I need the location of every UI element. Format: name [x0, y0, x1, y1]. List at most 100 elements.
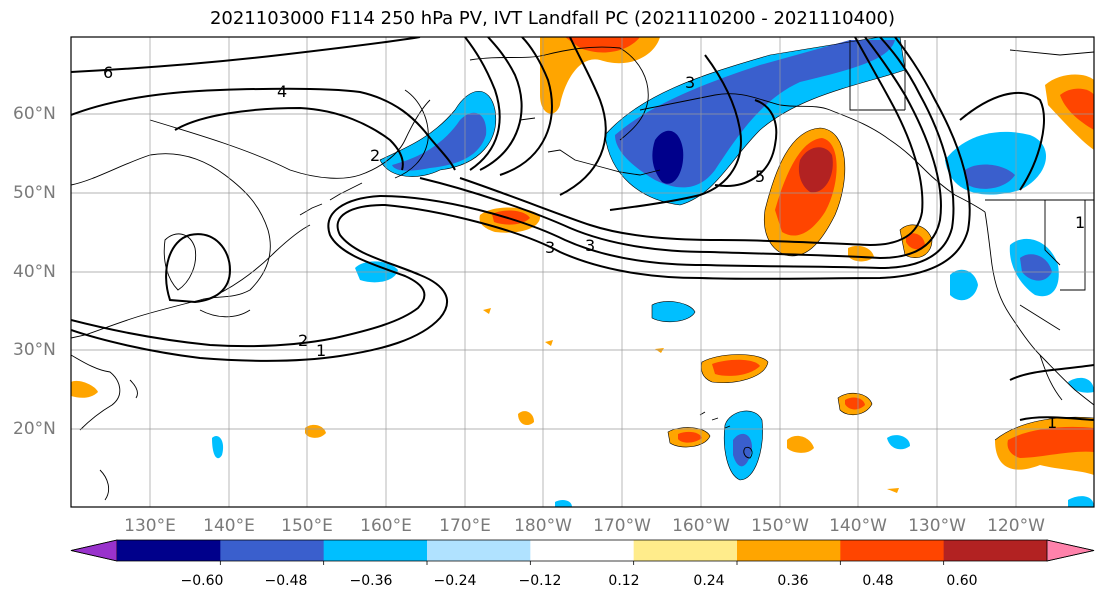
lon-label: 180°W — [514, 516, 572, 536]
pv-contours — [71, 37, 1094, 421]
pv-contour-2 — [71, 37, 955, 348]
pv-contour-4 — [71, 87, 456, 171]
coast-okhotsk — [149, 99, 431, 179]
pos-dot-1 — [483, 308, 491, 314]
coast-china-south — [71, 354, 121, 431]
pos-sw-hawaii-core — [712, 359, 760, 376]
colorbar-segment — [323, 540, 428, 561]
lon-label: 160°W — [672, 516, 730, 536]
contour-label: 3 — [685, 73, 695, 92]
colorbar-tick-label: −0.12 — [518, 573, 562, 589]
coast-chukotka — [469, 46, 621, 61]
pv-contour-3 — [419, 37, 942, 260]
coast-hawaii — [699, 411, 753, 459]
colorbar-tick-label: 0.24 — [693, 573, 725, 589]
neg-hawaii-core — [733, 433, 752, 467]
lon-label: 170°E — [439, 516, 491, 536]
colorbar-segment — [633, 540, 738, 561]
coast-baja — [1039, 354, 1063, 401]
pv-contour-right-2 — [1009, 364, 1094, 381]
pos-mid-5 — [305, 424, 326, 438]
pos-canada-ne-core — [1060, 88, 1094, 130]
lat-label: 60°N — [13, 104, 56, 124]
lon-label: 160°E — [360, 516, 412, 536]
pv-contour-inner-3 — [479, 37, 523, 171]
lat-label: 30°N — [13, 340, 56, 360]
colorbar-segment — [220, 540, 325, 561]
colorbar-tick-label: −0.24 — [433, 573, 477, 589]
pos-mid-1-core — [678, 431, 702, 443]
contour-label: 1 — [1047, 413, 1057, 432]
pos-gulf-core — [798, 147, 833, 193]
coast-japan-2 — [199, 309, 251, 318]
neg-bc-core — [965, 164, 1015, 189]
lon-label: 120°W — [987, 516, 1045, 536]
lat-label: 40°N — [13, 262, 56, 282]
pv-contour-6 — [71, 37, 421, 73]
pos-mid-6 — [518, 411, 534, 426]
colorbar-segment — [530, 540, 635, 561]
pos-mexico-core — [1007, 426, 1094, 458]
pos-mid-3 — [787, 435, 814, 453]
pv-contour-2-north — [174, 106, 404, 171]
pos-mid-2-core — [845, 397, 865, 410]
colorbar-tick-label: 0.12 — [608, 573, 640, 589]
lon-label: 130°W — [908, 516, 966, 536]
colorbar-extend-high — [1046, 539, 1095, 562]
colorbar-tick-label: −0.48 — [264, 573, 308, 589]
lat-label: 50°N — [13, 183, 56, 203]
pv-contour-ne — [959, 91, 1045, 191]
contour-label: 2 — [370, 146, 380, 165]
ivt-fill-layer — [71, 37, 1094, 507]
coast-japan — [204, 224, 311, 301]
colorbar-tick-label: 0.36 — [777, 573, 809, 589]
contour-label: 4 — [277, 82, 287, 101]
neg-california-core — [1020, 254, 1052, 281]
neg-small-1 — [212, 435, 224, 459]
neg-small-2 — [887, 435, 910, 450]
colorbar-outline — [70, 539, 1095, 562]
neg-subtropic — [652, 301, 695, 322]
contour-label: 2 — [298, 331, 308, 350]
pv-contour-closed-1 — [165, 233, 232, 304]
colorbar-tick-label: −0.60 — [180, 573, 224, 589]
lon-label: 150°W — [751, 516, 809, 536]
neg-kuril-core — [392, 112, 487, 171]
colorbar-segment — [117, 540, 221, 561]
colorbar-extend-low — [70, 539, 118, 562]
colorbar-segment — [840, 540, 945, 561]
colorbar-tick-label: 0.60 — [946, 573, 978, 589]
pos-dot-3 — [655, 348, 664, 353]
coast-alaska-west — [619, 47, 649, 141]
lon-label: 150°E — [281, 516, 333, 536]
pos-oregon-core — [906, 233, 925, 250]
pv-contour-inner-1 — [459, 37, 924, 247]
neg-small-5 — [555, 499, 572, 507]
pv-contour-inner-5 — [559, 37, 607, 196]
neg-small-4 — [1068, 496, 1094, 507]
border-north-1 — [1009, 49, 1094, 56]
neg-nevada — [950, 269, 978, 301]
lon-label: 170°W — [593, 516, 651, 536]
lat-label: 20°N — [13, 419, 56, 439]
lon-label: 140°E — [203, 516, 255, 536]
colorbar-segment — [943, 540, 1048, 561]
contour-label: 3 — [585, 236, 595, 255]
pv-contour-inner-2 — [464, 37, 501, 171]
contour-label: 1 — [1075, 213, 1085, 232]
coast-kamchatka — [394, 89, 429, 179]
colorbar-segment — [737, 540, 841, 561]
colorbar — [70, 539, 1095, 565]
pv-contour-1-right — [1019, 416, 1094, 421]
map-frame — [70, 36, 1095, 508]
coast-aleutians — [519, 117, 661, 176]
contour-label: 6 — [103, 63, 113, 82]
pos-dot-2 — [545, 340, 553, 346]
map-title: 2021103000 F114 250 hPa PV, IVT Landfall… — [209, 8, 896, 29]
gridlines — [71, 37, 1094, 507]
colorbar-tick-label: 0.48 — [862, 573, 894, 589]
border-states — [1019, 200, 1086, 331]
colorbar-segment — [427, 540, 531, 561]
lon-label: 140°W — [829, 516, 887, 536]
